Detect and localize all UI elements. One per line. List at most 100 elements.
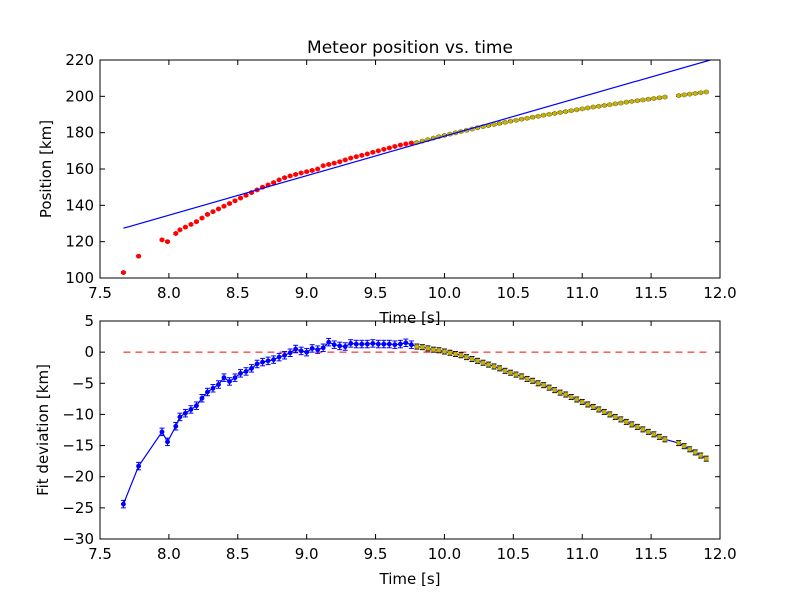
position-chart-data-point	[238, 195, 244, 201]
deviation-chart-marker	[563, 392, 569, 397]
position-chart-marker	[535, 113, 541, 119]
position-chart-marker	[541, 112, 547, 118]
deviation-chart-marker	[326, 339, 332, 345]
deviation-chart-marker	[557, 390, 563, 396]
deviation-chart-marker	[232, 375, 238, 381]
deviation-chart-data-point	[475, 357, 481, 364]
deviation-chart-data-point	[199, 393, 205, 403]
deviation-chart-marker	[375, 341, 381, 347]
deviation-chart-marker	[640, 426, 646, 432]
deviation-chart-marker	[243, 369, 249, 374]
position-chart-marker	[293, 172, 299, 177]
position-chart-data-point	[381, 146, 387, 152]
deviation-chart-marker	[541, 382, 547, 388]
position-chart-data-point	[687, 91, 693, 97]
deviation-chart-data-point	[502, 367, 508, 374]
position-chart-marker	[574, 107, 580, 113]
deviation-chart-data-point	[656, 433, 662, 440]
position-chart-marker	[276, 177, 282, 183]
deviation-chart-data-point	[304, 347, 310, 357]
position-chart-marker	[656, 95, 662, 101]
position-chart-data-point	[120, 270, 126, 275]
deviation-chart-data-point	[381, 339, 387, 349]
position-chart-data-point	[359, 152, 365, 158]
position-chart-data-point	[519, 116, 525, 122]
deviation-chart-data-point	[315, 345, 321, 354]
deviation-chart-marker	[159, 429, 165, 435]
deviation-chart-data-point	[282, 351, 288, 360]
position-chart-data-point	[243, 192, 249, 198]
position-chart-marker	[530, 114, 536, 120]
deviation-chart-x-tick-label: 10.0	[428, 545, 461, 563]
deviation-chart-data-point	[260, 357, 266, 367]
deviation-chart-data-point	[447, 349, 453, 356]
deviation-chart-data-point	[227, 377, 233, 386]
deviation-chart-marker	[651, 431, 657, 437]
deviation-chart-y-tick-label: −25	[62, 499, 94, 517]
deviation-chart-x-tick-label: 12.0	[703, 545, 736, 563]
position-chart-marker	[193, 219, 199, 225]
deviation-chart-marker	[254, 361, 260, 367]
deviation-chart-marker	[574, 397, 580, 402]
deviation-chart-data-point	[136, 461, 142, 471]
deviation-chart-data-point	[386, 339, 392, 349]
deviation-chart-marker	[475, 358, 480, 364]
deviation-chart-marker	[392, 342, 398, 348]
position-chart-data-point	[590, 104, 596, 110]
deviation-chart-y-tick-label: −10	[62, 405, 94, 423]
position-chart-marker	[502, 119, 508, 125]
position-chart-data-point	[364, 151, 370, 157]
position-chart-x-tick-label: 11.0	[566, 284, 599, 302]
position-chart-marker	[205, 211, 210, 217]
deviation-chart-data-point	[563, 391, 569, 398]
position-chart-data-point	[563, 109, 569, 115]
position-chart-data-point	[546, 111, 552, 117]
position-chart-data-point	[309, 168, 315, 173]
position-chart-data-point	[497, 120, 503, 126]
position-chart-marker	[557, 110, 563, 115]
position-chart-data-point	[353, 154, 359, 160]
deviation-chart-data-point	[519, 373, 525, 380]
position-chart-marker	[629, 98, 635, 104]
deviation-chart-marker	[287, 350, 293, 356]
position-chart-data-point	[221, 203, 227, 209]
position-chart-data-point	[210, 209, 216, 215]
position-chart-data-point	[304, 169, 310, 175]
deviation-chart-data-point	[662, 436, 668, 443]
position-chart-marker	[182, 224, 188, 230]
deviation-chart-data-point	[623, 418, 629, 425]
deviation-chart-x-tick-label: 9.5	[364, 545, 388, 563]
position-chart-x-tick-label: 10.5	[497, 284, 530, 302]
deviation-chart-data-point	[425, 345, 431, 352]
deviation-chart-data-point	[546, 384, 552, 391]
deviation-chart-marker	[579, 399, 585, 405]
position-chart-marker	[703, 89, 709, 95]
deviation-chart-marker	[165, 439, 170, 445]
deviation-chart-marker	[629, 421, 635, 427]
position-chart-data-point	[502, 119, 508, 125]
deviation-chart-marker	[177, 414, 183, 420]
deviation-chart-marker	[331, 342, 337, 348]
deviation-chart-data-point	[508, 369, 514, 376]
deviation-chart-marker	[337, 343, 343, 349]
position-chart-marker	[408, 140, 414, 146]
deviation-chart-marker	[397, 341, 403, 347]
position-chart-data-point	[579, 106, 585, 112]
deviation-chart-data-point	[403, 338, 409, 348]
position-chart-marker	[618, 100, 624, 106]
deviation-chart-marker	[535, 380, 541, 386]
deviation-chart-x-tick-label: 8.5	[226, 545, 250, 563]
deviation-chart-data-point	[430, 346, 436, 353]
deviation-chart-marker	[136, 463, 142, 469]
position-chart-marker	[568, 108, 574, 114]
position-chart-marker	[238, 195, 243, 201]
deviation-chart-marker	[320, 345, 326, 351]
position-chart-data-point	[315, 166, 321, 172]
position-chart-x-tick-label: 7.5	[88, 284, 112, 302]
deviation-chart-x-tick-label: 8.0	[157, 545, 181, 563]
position-chart-marker	[676, 93, 682, 99]
deviation-chart-data-point	[188, 405, 194, 414]
position-chart-data-point	[703, 89, 709, 95]
deviation-chart-marker	[687, 446, 693, 452]
